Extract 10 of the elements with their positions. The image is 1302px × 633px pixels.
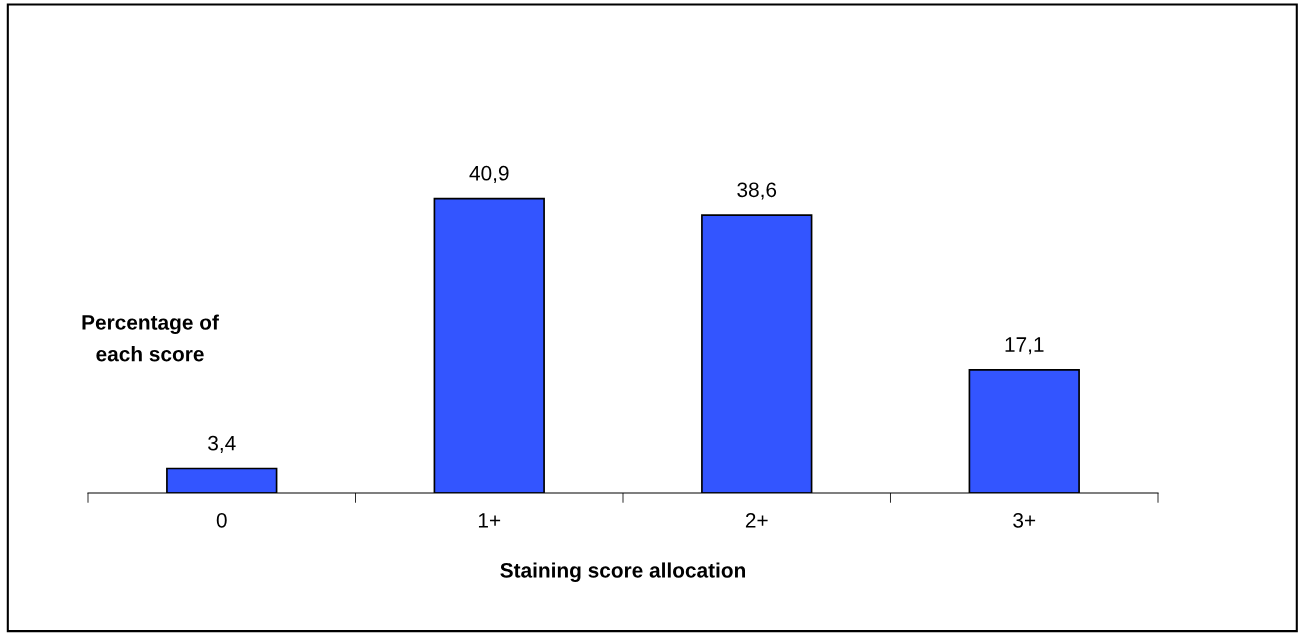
x-tick-label: 2+ [745, 512, 768, 528]
data-label: 38,6 [737, 182, 777, 200]
x-axis-title: Staining score allocation [500, 562, 746, 582]
x-tick-label: 0 [216, 512, 227, 528]
x-tick-label: 3+ [1013, 512, 1036, 528]
data-label: 17,1 [1005, 337, 1044, 355]
data-label: 3,4 [208, 435, 236, 453]
y-axis-title: Percentage of each score [82, 314, 219, 362]
data-label: 40,9 [469, 165, 509, 184]
x-tick-label: 1+ [478, 513, 501, 528]
